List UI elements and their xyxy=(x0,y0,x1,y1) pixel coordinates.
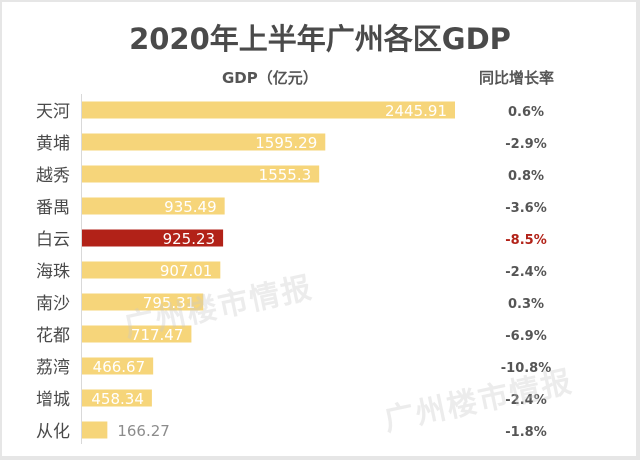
bar xyxy=(82,197,225,215)
growth-column-header: 同比增长率 xyxy=(479,69,555,87)
category-axis-line xyxy=(81,94,82,444)
value-label: 935.49 xyxy=(164,198,217,216)
category-label: 黄埔 xyxy=(36,134,70,154)
bar xyxy=(82,325,192,343)
bar xyxy=(82,101,455,119)
category-label: 海珠 xyxy=(36,262,70,282)
growth-label: 0.8% xyxy=(508,169,544,184)
growth-label: -2.9% xyxy=(505,137,546,152)
value-label: 466.67 xyxy=(93,358,146,376)
bar xyxy=(82,133,326,151)
category-label: 南沙 xyxy=(36,294,70,314)
value-label: 1555.3 xyxy=(259,166,312,184)
bar xyxy=(82,389,152,407)
growth-label: -2.4% xyxy=(505,393,546,408)
growth-label: -6.9% xyxy=(505,329,546,344)
value-label: 1595.29 xyxy=(255,134,317,152)
gdp-column-header: GDP（亿元） xyxy=(222,69,318,87)
chart-title: 2020年上半年广州各区GDP xyxy=(129,22,511,56)
chart-card xyxy=(2,2,636,456)
bar xyxy=(82,165,320,183)
category-label: 从化 xyxy=(36,422,70,442)
category-label: 越秀 xyxy=(36,166,70,186)
value-label: 717.47 xyxy=(131,326,184,344)
growth-label: -10.8% xyxy=(501,361,552,376)
growth-label: -3.6% xyxy=(505,201,546,216)
category-label: 增城 xyxy=(36,390,70,410)
category-label: 花都 xyxy=(36,326,70,346)
value-label: 166.27 xyxy=(117,422,169,440)
growth-label: 0.3% xyxy=(508,297,544,312)
growth-label: 0.6% xyxy=(508,105,544,120)
category-label: 荔湾 xyxy=(36,358,70,378)
category-label: 天河 xyxy=(36,102,70,122)
growth-label: -2.4% xyxy=(505,265,546,280)
value-label: 795.31 xyxy=(143,294,196,312)
growth-label: -1.8% xyxy=(505,425,546,440)
value-label: 907.01 xyxy=(160,262,213,280)
bar xyxy=(82,357,154,375)
bar xyxy=(82,229,224,247)
value-label: 2445.91 xyxy=(385,102,447,120)
growth-label: -8.5% xyxy=(505,233,546,248)
value-label: 925.23 xyxy=(163,230,216,248)
value-label: 458.34 xyxy=(91,390,144,408)
bar xyxy=(82,421,108,439)
category-label: 番禺 xyxy=(36,198,70,218)
bar xyxy=(82,293,204,311)
bar xyxy=(82,261,221,279)
category-label: 白云 xyxy=(36,230,70,250)
